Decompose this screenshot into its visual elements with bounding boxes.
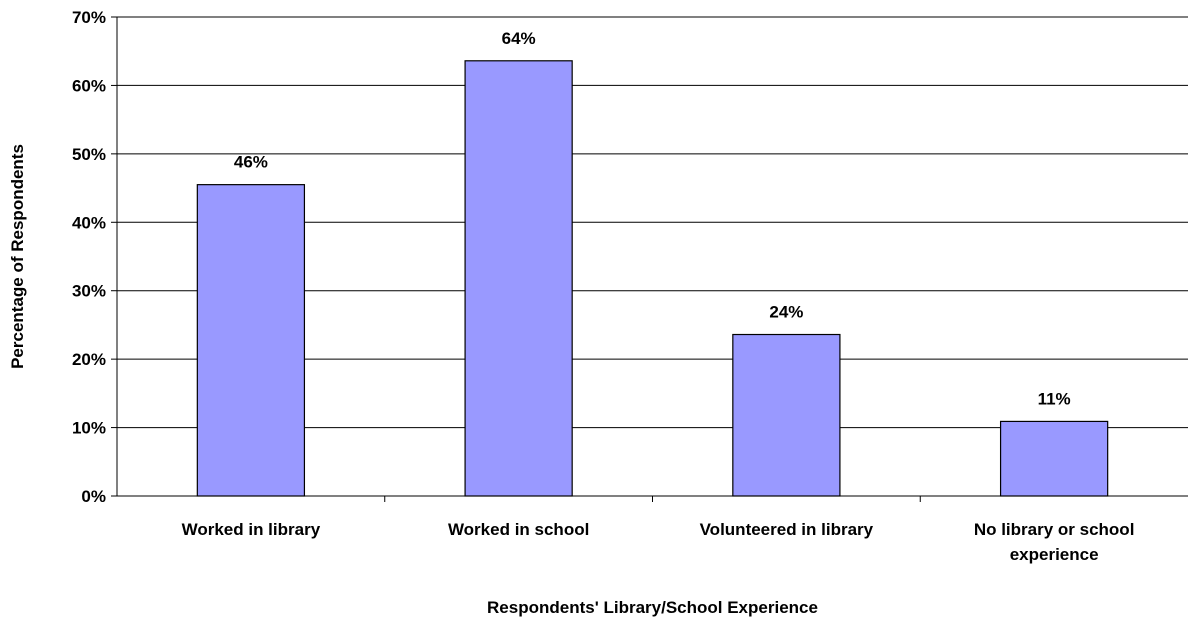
y-tick-label: 40% [72,213,106,232]
labels: 0% 10% 20% 30% 40% 50% 60% 70% 46% Worked in libr… [72,8,1134,564]
bars [196,60,1109,497]
x-category-label: Worked in school [448,520,589,539]
bar [196,184,306,497]
x-axis-title: Respondents' Library/School Experience [487,598,818,617]
x-category-label: Volunteered in library [700,520,874,539]
bar-data-label: 46% [234,153,268,172]
bar-data-label: 11% [1038,389,1071,408]
bar-data-label: 24% [769,303,803,322]
x-category-label: Worked in library [182,520,321,539]
y-tick-label: 10% [72,419,106,438]
y-tick-label: 30% [72,282,106,301]
x-category-label: experience [1010,545,1099,564]
x-category-label: No library or school [974,520,1135,539]
y-tick-label: 70% [72,8,106,27]
bar-data-label: 64% [502,29,536,48]
y-tick-label: 50% [72,145,106,164]
axes [111,16,1188,502]
y-tick-label: 20% [72,350,106,369]
y-axis-title: Percentage of Respondents [8,144,27,369]
bar [999,420,1109,497]
bar [464,60,573,497]
y-tick-label: 0% [81,487,106,506]
bar [732,333,841,497]
y-tick-label: 60% [72,76,106,95]
